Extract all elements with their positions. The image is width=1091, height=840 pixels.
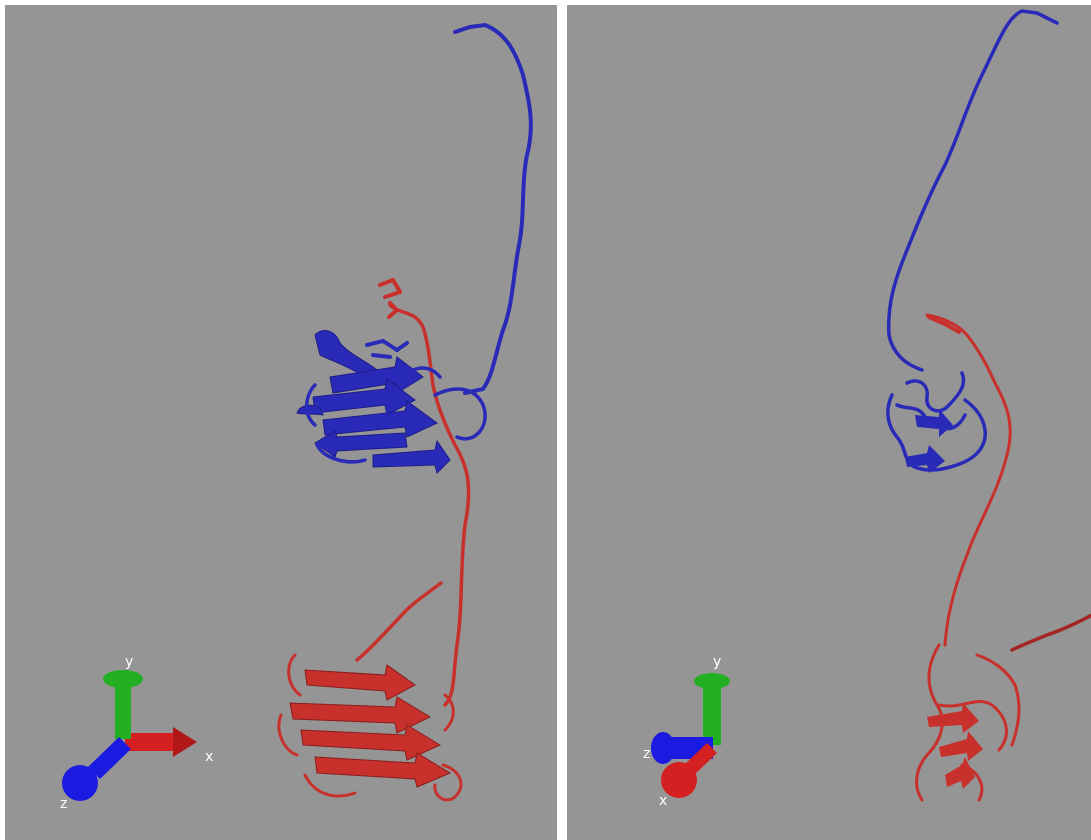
x-axis-label: x <box>205 749 213 765</box>
y-axis-arrow <box>694 673 730 745</box>
x-axis-label: x <box>659 793 667 809</box>
z-axis-label: z <box>643 746 650 762</box>
y-axis-arrow <box>103 670 143 739</box>
red-ligand-sticks <box>378 278 402 319</box>
red-domain-loops <box>277 653 463 802</box>
axes-gizmo-left: y x z <box>60 654 213 812</box>
y-axis-label: y <box>125 654 133 670</box>
blue-chain-tail <box>453 22 533 395</box>
molecule-view-right[interactable]: y z x <box>567 5 1091 840</box>
x-axis-arrow <box>661 743 717 798</box>
red-beta-domain <box>289 664 452 788</box>
red-ligand-sticks <box>927 315 961 334</box>
y-axis-label: y <box>713 654 721 670</box>
blue-domain-loops <box>305 366 487 464</box>
red-chain-linker-upper <box>388 303 471 707</box>
molecule-canvas-left: y x z <box>60 22 533 812</box>
blue-ligand-sticks <box>365 339 409 359</box>
molecule-view-left[interactable]: y x z <box>5 5 557 840</box>
molecule-canvas-right: y z x <box>643 9 1091 809</box>
blue-beta-domain <box>296 330 451 474</box>
red-compact-domain <box>915 643 1021 802</box>
blue-compact-domain <box>886 371 987 473</box>
z-axis-label: z <box>60 796 67 812</box>
blue-chain-tail <box>886 9 1059 372</box>
red-chain-linker <box>925 313 1012 647</box>
red-chain-terminal <box>1010 613 1091 652</box>
x-axis-arrow <box>125 727 197 757</box>
z-axis-arrow <box>62 737 131 801</box>
axes-gizmo-right: y z x <box>643 654 730 809</box>
red-chain-loose-segment <box>355 581 443 662</box>
